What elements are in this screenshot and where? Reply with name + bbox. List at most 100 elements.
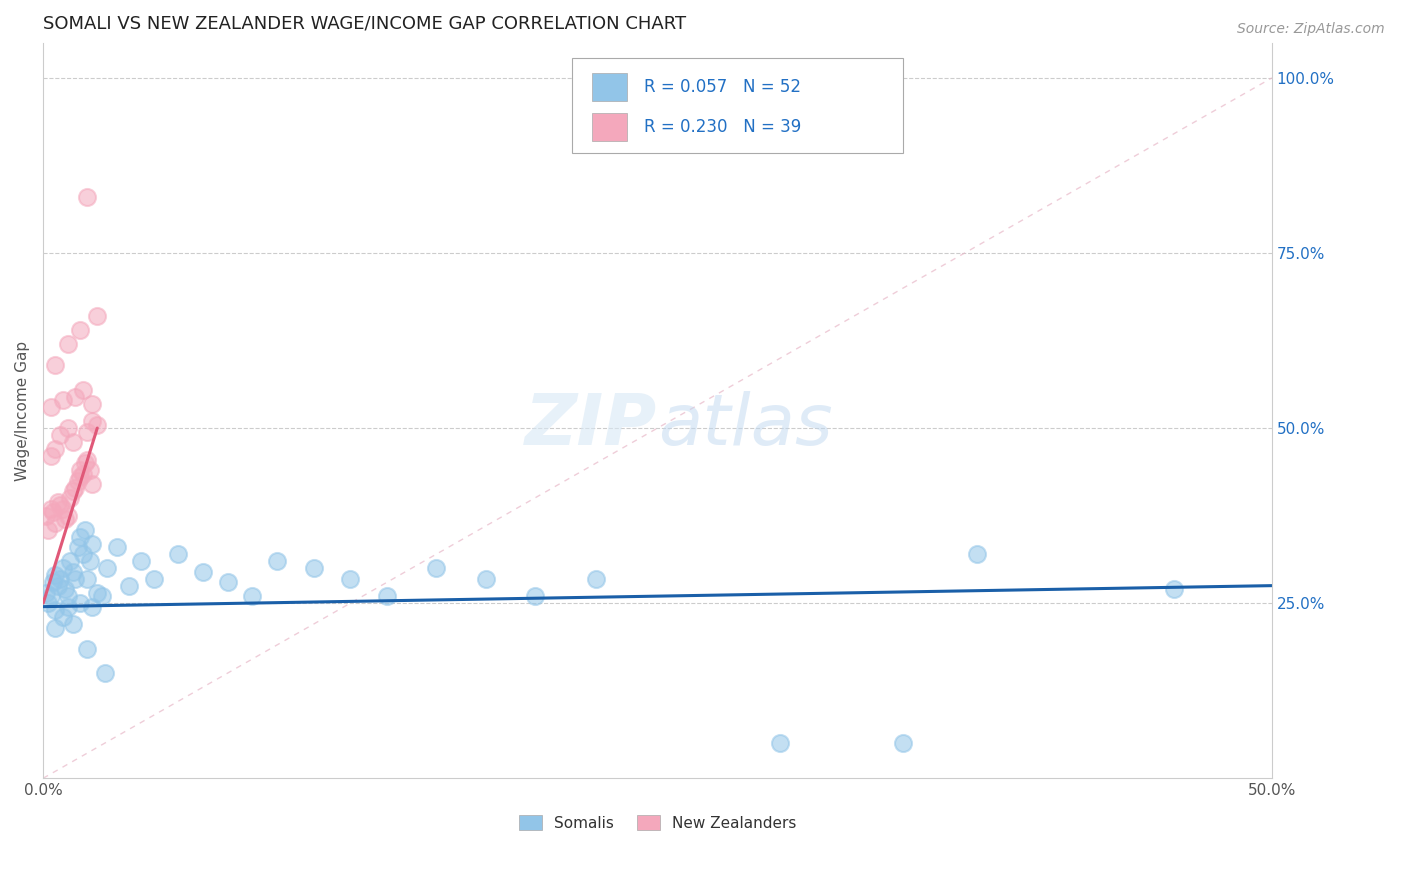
- Point: [52, 392, 75, 407]
- Point: [49, 428, 72, 442]
- Point: [39, 501, 62, 516]
- Point: [523, 589, 546, 603]
- Point: [72, 547, 94, 561]
- Bar: [592, 113, 627, 142]
- Y-axis label: Wage/Income Gap: Wage/Income Gap: [15, 341, 30, 481]
- Point: [37, 596, 59, 610]
- Text: ZIP: ZIP: [526, 391, 658, 459]
- Point: [39, 589, 62, 603]
- Point: [56, 337, 79, 351]
- Point: [69, 530, 91, 544]
- Point: [86, 309, 108, 323]
- Point: [37, 523, 59, 537]
- Point: [52, 610, 75, 624]
- Point: [42, 505, 65, 519]
- Legend: Somalis, New Zealanders: Somalis, New Zealanders: [513, 808, 803, 837]
- Point: [191, 565, 214, 579]
- Point: [56, 508, 79, 523]
- Text: R = 0.057   N = 52: R = 0.057 N = 52: [644, 78, 801, 96]
- Point: [585, 572, 607, 586]
- Point: [62, 435, 84, 450]
- Point: [131, 554, 153, 568]
- Point: [56, 421, 79, 435]
- Point: [69, 470, 91, 484]
- Point: [96, 561, 118, 575]
- Point: [66, 474, 89, 488]
- Point: [44, 358, 66, 372]
- Point: [56, 599, 79, 614]
- Point: [118, 579, 141, 593]
- Point: [73, 523, 96, 537]
- Point: [34, 585, 56, 599]
- Point: [62, 617, 84, 632]
- Point: [63, 390, 86, 404]
- Text: Source: ZipAtlas.com: Source: ZipAtlas.com: [1237, 22, 1385, 37]
- Point: [72, 467, 94, 481]
- Point: [69, 596, 91, 610]
- Point: [62, 484, 84, 499]
- Point: [82, 414, 104, 428]
- Point: [49, 498, 72, 512]
- Point: [39, 400, 62, 414]
- Point: [474, 572, 496, 586]
- Point: [769, 736, 792, 750]
- Point: [44, 603, 66, 617]
- Point: [93, 666, 115, 681]
- Point: [82, 536, 104, 550]
- Point: [72, 383, 94, 397]
- Point: [375, 589, 398, 603]
- Point: [56, 589, 79, 603]
- Point: [82, 599, 104, 614]
- Text: atlas: atlas: [658, 391, 832, 459]
- Point: [44, 568, 66, 582]
- Point: [34, 508, 56, 523]
- Point: [425, 561, 447, 575]
- Point: [105, 540, 128, 554]
- Point: [167, 547, 190, 561]
- Point: [59, 491, 82, 505]
- Point: [86, 417, 108, 432]
- Point: [86, 585, 108, 599]
- Text: SOMALI VS NEW ZEALANDER WAGE/INCOME GAP CORRELATION CHART: SOMALI VS NEW ZEALANDER WAGE/INCOME GAP …: [44, 15, 686, 33]
- FancyBboxPatch shape: [571, 58, 903, 153]
- Bar: [592, 73, 627, 101]
- Point: [52, 501, 75, 516]
- Point: [66, 540, 89, 554]
- Point: [63, 481, 86, 495]
- Point: [76, 452, 98, 467]
- Point: [69, 463, 91, 477]
- Point: [63, 572, 86, 586]
- Point: [76, 425, 98, 439]
- Point: [79, 554, 101, 568]
- Point: [1163, 582, 1185, 596]
- Point: [76, 190, 98, 204]
- Point: [91, 589, 114, 603]
- Text: R = 0.230   N = 39: R = 0.230 N = 39: [644, 119, 801, 136]
- Point: [240, 589, 263, 603]
- Point: [302, 561, 325, 575]
- Point: [44, 621, 66, 635]
- Point: [76, 641, 98, 656]
- Point: [339, 572, 361, 586]
- Point: [46, 494, 69, 508]
- Point: [891, 736, 914, 750]
- Point: [266, 554, 288, 568]
- Point: [73, 456, 96, 470]
- Point: [62, 565, 84, 579]
- Point: [53, 512, 76, 526]
- Point: [966, 547, 988, 561]
- Point: [52, 561, 75, 575]
- Point: [44, 516, 66, 530]
- Point: [142, 572, 165, 586]
- Point: [49, 572, 72, 586]
- Point: [53, 582, 76, 596]
- Point: [59, 554, 82, 568]
- Point: [44, 442, 66, 456]
- Point: [82, 396, 104, 410]
- Point: [217, 575, 239, 590]
- Point: [76, 572, 98, 586]
- Point: [69, 323, 91, 337]
- Point: [42, 575, 65, 590]
- Point: [79, 463, 101, 477]
- Point: [39, 449, 62, 463]
